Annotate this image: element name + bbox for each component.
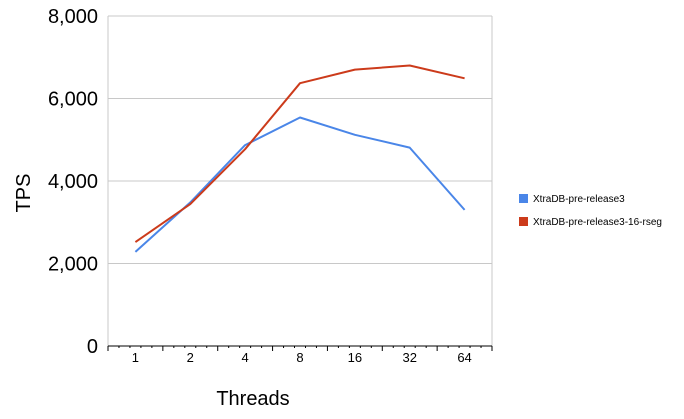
x-tick-label: 32 [402, 350, 416, 365]
y-tick-label: 8,000 [48, 6, 98, 28]
x-tick-label: 8 [296, 350, 303, 365]
y-tick-label: 2,000 [48, 254, 98, 276]
legend-label: XtraDB-pre-release3-16-rseg [533, 217, 662, 228]
axes [107, 16, 493, 351]
series-line [134, 64, 465, 243]
x-tick-labels: 1 2 4 8 16 32 64 [132, 350, 472, 365]
legend: XtraDB-pre-release3 XtraDB-pre-release3-1… [519, 194, 662, 228]
y-tick-label: 4,000 [48, 171, 98, 193]
y-axis-title: TPS [13, 174, 35, 213]
gridlines [108, 15, 492, 264]
x-tick-label: 16 [348, 350, 362, 365]
x-axis-title: Threads [216, 388, 289, 410]
legend-swatch [519, 217, 528, 226]
series-lines [134, 64, 466, 253]
x-tick-label: 1 [132, 350, 139, 365]
x-tick-label: 2 [187, 350, 194, 365]
series-line [134, 116, 466, 253]
legend-swatch [519, 194, 528, 203]
y-tick-labels: 0 2,000 4,000 6,000 8,000 [48, 6, 98, 358]
x-tick-label: 64 [457, 350, 471, 365]
y-tick-label: 0 [87, 336, 98, 358]
x-tick-label: 4 [242, 350, 249, 365]
y-tick-label: 6,000 [48, 89, 98, 111]
legend-label: XtraDB-pre-release3 [533, 194, 625, 205]
